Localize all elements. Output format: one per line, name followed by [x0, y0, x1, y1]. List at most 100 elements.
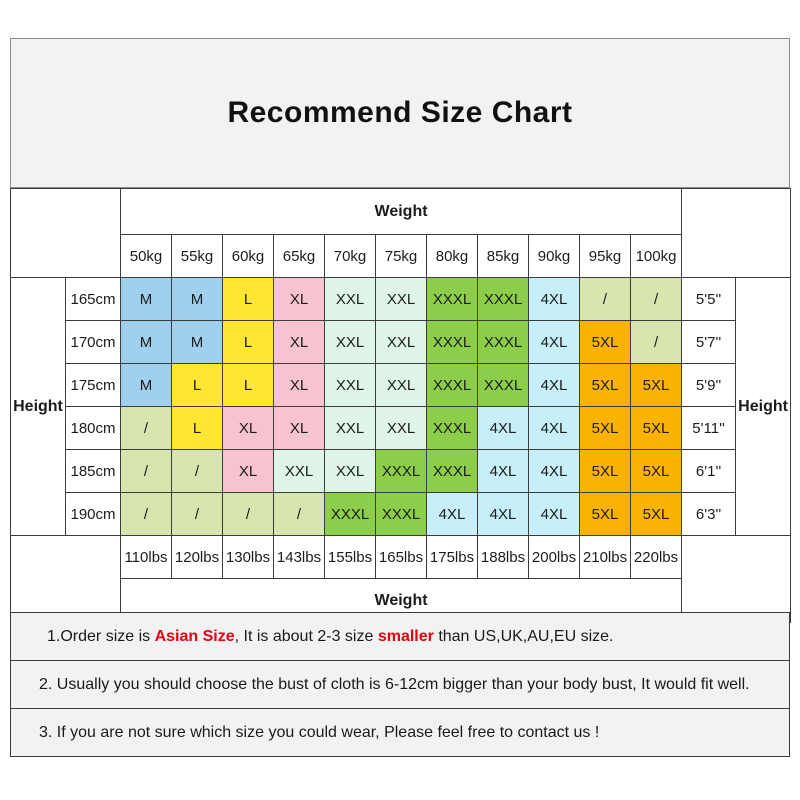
- size-cell: M: [120, 320, 172, 364]
- ft-label: 5'7'': [681, 320, 737, 364]
- size-cell: 5XL: [629, 449, 683, 493]
- size-cell: XXXL: [426, 277, 478, 321]
- kg-label: 65kg: [273, 234, 325, 278]
- note-3: 3. If you are not sure which size you co…: [11, 709, 789, 756]
- corner-cell: [681, 188, 792, 278]
- ft-label: 6'3'': [681, 492, 737, 536]
- size-cell: L: [171, 406, 223, 450]
- height-label-left: Height: [10, 277, 66, 536]
- lbs-label: 155lbs: [324, 535, 376, 579]
- size-cell: XXXL: [426, 363, 478, 407]
- lbs-label: 120lbs: [171, 535, 223, 579]
- size-cell: XXL: [324, 320, 376, 364]
- size-cell: XL: [273, 320, 325, 364]
- size-cell: 4XL: [426, 492, 478, 536]
- size-cell: 4XL: [477, 449, 529, 493]
- ft-label: 5'9'': [681, 363, 737, 407]
- size-cell: 5XL: [579, 320, 631, 364]
- size-cell: XXL: [375, 320, 427, 364]
- ft-label: 5'11'': [681, 406, 737, 450]
- kg-label: 55kg: [171, 234, 223, 278]
- size-cell: 5XL: [579, 449, 631, 493]
- size-cell: 5XL: [629, 363, 683, 407]
- size-cell: 4XL: [528, 406, 580, 450]
- size-cell: 4XL: [477, 492, 529, 536]
- kg-label: 75kg: [375, 234, 427, 278]
- size-cell: XXL: [324, 406, 376, 450]
- size-cell: XXXL: [375, 492, 427, 536]
- lbs-labels-row: 110lbs 120lbs 130lbs 143lbs 155lbs 165lb…: [10, 535, 792, 623]
- size-cell: /: [171, 492, 223, 536]
- size-cell: 4XL: [528, 363, 580, 407]
- size-cell: XXXL: [324, 492, 376, 536]
- table-row-190cm: 190cm / / / / XXXL XXXL 4XL 4XL 4XL 5XL …: [11, 492, 791, 536]
- size-cell: /: [222, 492, 274, 536]
- size-cell: XL: [222, 449, 274, 493]
- lbs-label: 143lbs: [273, 535, 325, 579]
- cm-label: 165cm: [65, 277, 121, 321]
- size-cell: XXL: [375, 406, 427, 450]
- size-cell: L: [222, 277, 274, 321]
- size-cell: 5XL: [579, 406, 631, 450]
- title-box: Recommend Size Chart: [10, 38, 790, 188]
- size-cell: L: [222, 320, 274, 364]
- size-cell: XXL: [324, 363, 376, 407]
- cm-label: 170cm: [65, 320, 121, 364]
- lbs-label: 220lbs: [629, 535, 683, 579]
- notes-box: 1.Order size is Asian Size, It is about …: [10, 612, 790, 757]
- size-cell: XXXL: [477, 320, 529, 364]
- kg-labels-row: 50kg 55kg 60kg 65kg 70kg 75kg 80kg 85kg …: [11, 234, 791, 278]
- note-1: 1.Order size is Asian Size, It is about …: [11, 613, 789, 661]
- cm-label: 180cm: [65, 406, 121, 450]
- size-cell: 5XL: [629, 406, 683, 450]
- note-text: than US,UK,AU,EU size.: [433, 627, 614, 645]
- size-cell: /: [629, 320, 683, 364]
- kg-label: 95kg: [579, 234, 631, 278]
- kg-label: 50kg: [120, 234, 172, 278]
- note-highlight: Asian Size: [154, 627, 235, 645]
- size-cell: M: [120, 363, 172, 407]
- table-row-175cm: 175cm M L L XL XXL XXL XXXL XXXL 4XL 5XL…: [11, 363, 791, 407]
- size-cell: M: [171, 320, 223, 364]
- size-cell: 4XL: [528, 320, 580, 364]
- size-cell: 4XL: [477, 406, 529, 450]
- note-2: 2. Usually you should choose the bust of…: [11, 661, 789, 709]
- size-chart-body: Weight 50kg 55kg 60kg 65kg 70kg 75kg 80k…: [10, 188, 792, 623]
- note-text: , It is about 2-3 size: [234, 627, 378, 645]
- size-cell: M: [120, 277, 172, 321]
- size-cell: L: [222, 363, 274, 407]
- size-cell: 5XL: [579, 492, 631, 536]
- size-cell: XXL: [375, 363, 427, 407]
- size-cell: /: [629, 277, 683, 321]
- table-row-180cm: 180cm / L XL XL XXL XXL XXXL 4XL 4XL 5XL…: [11, 406, 791, 450]
- size-cell: XXXL: [477, 363, 529, 407]
- cm-label: 175cm: [65, 363, 121, 407]
- cm-label: 185cm: [65, 449, 121, 493]
- weight-header-top: Weight: [119, 188, 683, 235]
- size-cell: XXL: [324, 277, 376, 321]
- note-text: 2. Usually you should choose the bust of…: [39, 675, 750, 693]
- note-text: 1.Order size is: [47, 627, 155, 645]
- size-cell: XXXL: [426, 320, 478, 364]
- lbs-label: 165lbs: [375, 535, 427, 579]
- lbs-label: 200lbs: [528, 535, 580, 579]
- lbs-label: 188lbs: [477, 535, 529, 579]
- size-chart-table: Weight 50kg 55kg 60kg 65kg 70kg 75kg 80k…: [10, 188, 792, 623]
- size-cell: 5XL: [579, 363, 631, 407]
- size-cell: /: [120, 492, 172, 536]
- lbs-label: 110lbs: [120, 535, 172, 579]
- lbs-label: 130lbs: [222, 535, 274, 579]
- size-cell: XL: [222, 406, 274, 450]
- corner-cell: [681, 535, 792, 623]
- size-cell: L: [171, 363, 223, 407]
- size-cell: XL: [273, 363, 325, 407]
- size-cell: XXXL: [426, 449, 478, 493]
- kg-label: 70kg: [324, 234, 376, 278]
- weight-header-row: Weight: [10, 188, 792, 278]
- size-cell: XXL: [375, 277, 427, 321]
- size-cell: XXXL: [477, 277, 529, 321]
- size-cell: /: [273, 492, 325, 536]
- size-cell: XXL: [273, 449, 325, 493]
- corner-cell: [10, 188, 121, 278]
- size-cell: 4XL: [528, 449, 580, 493]
